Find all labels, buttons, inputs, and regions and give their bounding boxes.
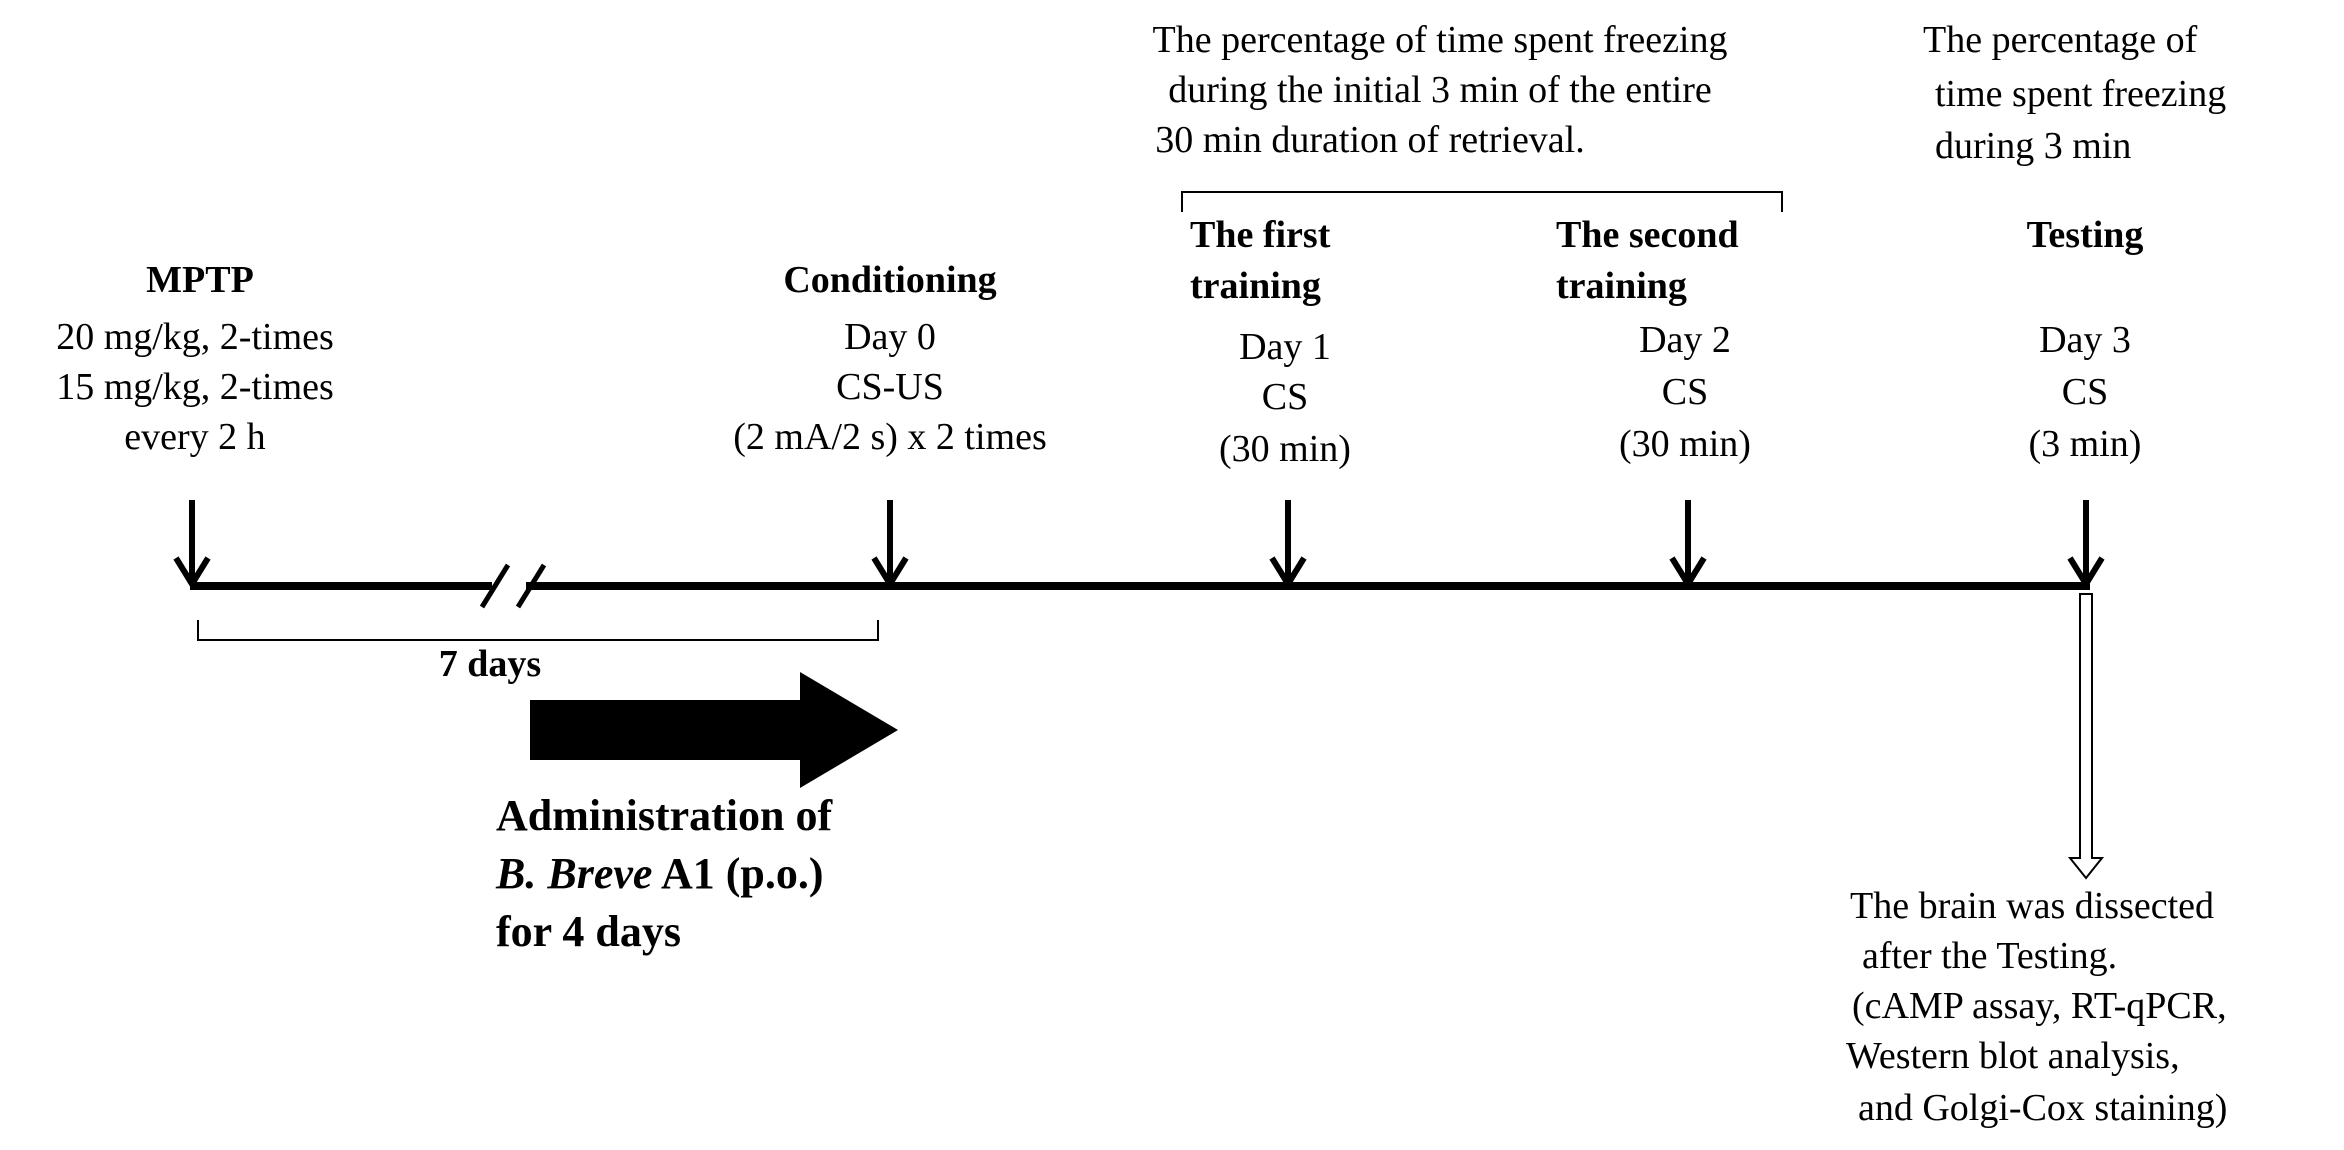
training-note-line-3: 30 min duration of retrieval. — [1155, 119, 1585, 161]
training-note-line-2: during the initial 3 min of the entire — [1168, 69, 1712, 111]
bracket-training — [1181, 191, 1783, 212]
first-training-duration: (30 min) — [1219, 428, 1351, 470]
administration-line-1: Administration of — [496, 791, 833, 840]
dissection-line-1: The brain was dissected — [1850, 885, 2215, 927]
conditioning-day: Day 0 — [844, 316, 936, 358]
testing-day: Day 3 — [2039, 319, 2131, 361]
dissection-line-4: Western blot analysis, — [1846, 1035, 2180, 1077]
administration-species: B. Breve — [496, 849, 653, 898]
testing-note-line-2: time spent freezing — [1935, 73, 2227, 115]
dissection-line-3: (cAMP assay, RT-qPCR, — [1852, 985, 2227, 1027]
first-training-stimulus: CS — [1261, 376, 1309, 418]
second-training-duration: (30 min) — [1619, 423, 1751, 465]
training-note-line-1: The percentage of time spent freezing — [1152, 19, 1728, 61]
timeline-break-mark — [479, 563, 511, 609]
administration-line-2: B. Breve A1 (p.o.) — [496, 848, 824, 900]
dissection-line-5: and Golgi-Cox staining) — [1858, 1087, 2228, 1129]
interval-label: 7 days — [438, 643, 542, 685]
mptp-frequency: every 2 h — [124, 416, 266, 458]
first-training-title-1: The first — [1190, 214, 1331, 256]
mptp-dose-2: 15 mg/kg, 2-times — [56, 366, 334, 408]
first-training-title-2: training — [1190, 265, 1321, 307]
conditioning-detail: (2 mA/2 s) x 2 times — [733, 416, 1047, 458]
administration-arrow — [530, 672, 898, 788]
bracket-7-days — [197, 620, 879, 641]
second-training-stimulus: CS — [1661, 371, 1709, 413]
timeline-break-mark — [515, 563, 547, 609]
conditioning-title: Conditioning — [783, 259, 997, 301]
dissection-line-2: after the Testing. — [1862, 935, 2118, 977]
arrow-second-training — [1669, 500, 1707, 590]
testing-stimulus: CS — [2061, 371, 2109, 413]
arrow-testing — [2067, 500, 2105, 590]
second-training-title-2: training — [1556, 265, 1687, 307]
administration-line-3: for 4 days — [496, 907, 681, 956]
mptp-dose-1: 20 mg/kg, 2-times — [56, 316, 334, 358]
mptp-title: MPTP — [146, 259, 254, 301]
second-training-day: Day 2 — [1639, 319, 1731, 361]
administration-strain: A1 (p.o.) — [652, 849, 824, 898]
testing-note-line-1: The percentage of — [1923, 19, 2198, 61]
conditioning-stimulus: CS-US — [836, 366, 944, 408]
first-training-day: Day 1 — [1239, 326, 1331, 368]
testing-duration: (3 min) — [2028, 423, 2142, 465]
dissection-arrow — [2067, 593, 2105, 880]
second-training-title-1: The second — [1556, 214, 1739, 256]
testing-note-line-3: during 3 min — [1935, 125, 2132, 167]
arrow-mptp — [173, 500, 211, 590]
arrow-conditioning — [871, 500, 909, 590]
testing-title: Testing — [2026, 214, 2144, 256]
arrow-first-training — [1269, 500, 1307, 590]
